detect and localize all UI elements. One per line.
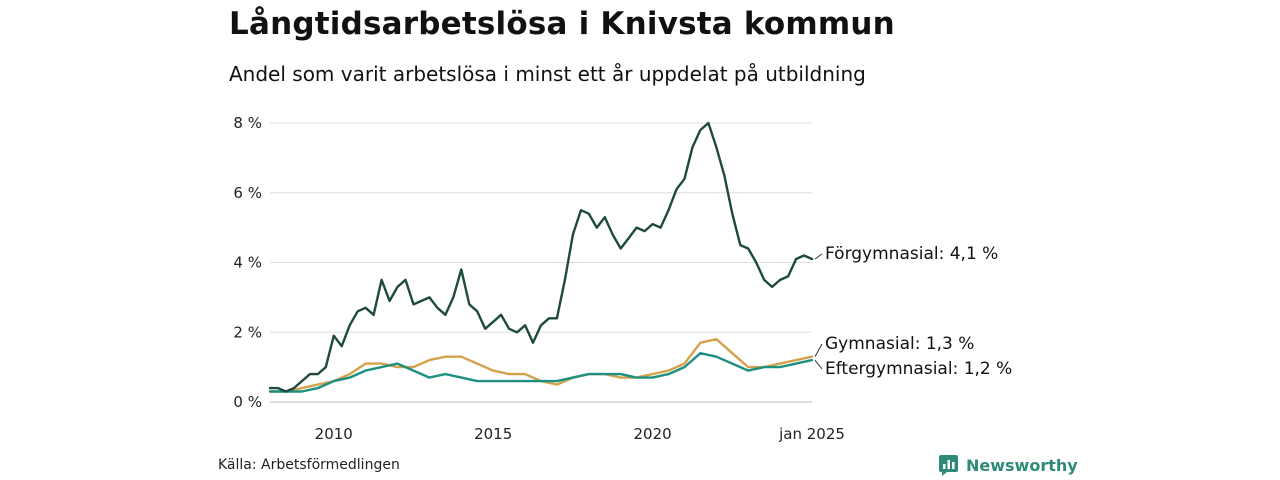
series-line-gymnasial (268, 338, 814, 393)
chart-subtitle: Andel som varit arbetslösa i minst ett å… (229, 62, 866, 86)
end-label: Gymnasial: 1,3 % (825, 334, 974, 354)
y-tick-label: 0 % (233, 393, 262, 411)
y-tick-label: 8 % (233, 114, 262, 132)
newsworthy-icon (939, 455, 958, 476)
series-line-eftergymnasial (268, 352, 814, 393)
chart-title: Långtidsarbetslösa i Knivsta kommun (229, 6, 895, 42)
source-note: Källa: Arbetsförmedlingen (218, 457, 400, 473)
y-tick-label: 6 % (233, 184, 262, 202)
x-tick-label: 2020 (633, 425, 671, 443)
x-tick-label: jan 2025 (778, 425, 845, 443)
series-line-förgymnasial (268, 121, 814, 393)
end-label-connector (814, 343, 823, 357)
x-tick-label: 2015 (474, 425, 512, 443)
end-label-connector (814, 359, 823, 370)
y-tick-label: 2 % (233, 323, 262, 341)
end-label: Eftergymnasial: 1,2 % (825, 359, 1012, 379)
end-label-connector (814, 253, 823, 260)
brand-name: Newsworthy (966, 455, 1078, 475)
end-label: Förgymnasial: 4,1 % (825, 244, 998, 264)
x-tick-label: 2010 (315, 425, 353, 443)
brand-logo: Newsworthy (938, 454, 1078, 476)
y-tick-label: 4 % (233, 254, 262, 272)
